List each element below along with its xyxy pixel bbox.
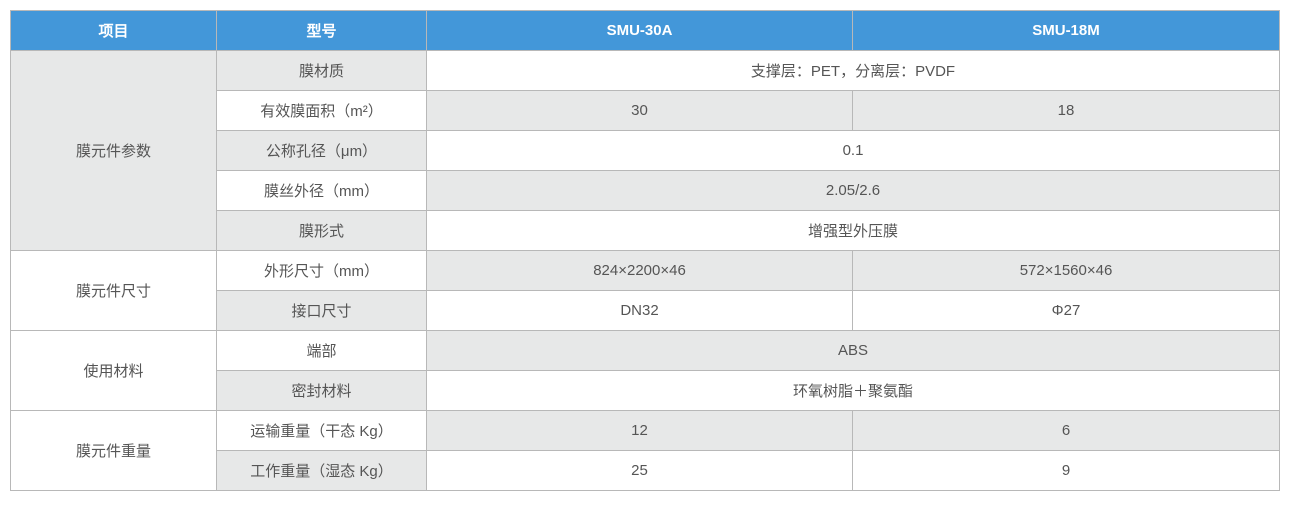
row-label: 运输重量（干态 Kg） [217, 411, 427, 451]
row-label: 公称孔径（μm） [217, 131, 427, 171]
row-value-1: 25 [427, 451, 853, 491]
row-value: ABS [427, 331, 1280, 371]
table-row: 膜元件参数膜材质支撑层：PET，分离层：PVDF [11, 51, 1280, 91]
row-value-1: 12 [427, 411, 853, 451]
row-value-1: 824×2200×46 [427, 251, 853, 291]
row-value-1: DN32 [427, 291, 853, 331]
row-label: 端部 [217, 331, 427, 371]
header-model: 型号 [217, 11, 427, 51]
group-label: 膜元件尺寸 [11, 251, 217, 331]
table-row: 膜元件尺寸外形尺寸（mm）824×2200×46572×1560×46 [11, 251, 1280, 291]
row-value-2: 9 [853, 451, 1280, 491]
row-value-1: 30 [427, 91, 853, 131]
row-value: 0.1 [427, 131, 1280, 171]
row-label: 膜形式 [217, 211, 427, 251]
row-value-2: 18 [853, 91, 1280, 131]
group-label: 膜元件参数 [11, 51, 217, 251]
row-label: 工作重量（湿态 Kg） [217, 451, 427, 491]
table-row: 使用材料端部ABS [11, 331, 1280, 371]
row-label: 膜丝外径（mm） [217, 171, 427, 211]
group-label: 使用材料 [11, 331, 217, 411]
header-row: 项目 型号 SMU-30A SMU-18M [11, 11, 1280, 51]
spec-table: 项目 型号 SMU-30A SMU-18M 膜元件参数膜材质支撑层：PET，分离… [10, 10, 1280, 491]
header-item: 项目 [11, 11, 217, 51]
row-value-2: Φ27 [853, 291, 1280, 331]
row-value: 支撑层：PET，分离层：PVDF [427, 51, 1280, 91]
header-p1: SMU-30A [427, 11, 853, 51]
row-value: 环氧树脂＋聚氨酯 [427, 371, 1280, 411]
row-value-2: 572×1560×46 [853, 251, 1280, 291]
group-label: 膜元件重量 [11, 411, 217, 491]
row-label: 外形尺寸（mm） [217, 251, 427, 291]
row-label: 膜材质 [217, 51, 427, 91]
header-p2: SMU-18M [853, 11, 1280, 51]
row-label: 有效膜面积（m²） [217, 91, 427, 131]
row-value: 增强型外压膜 [427, 211, 1280, 251]
row-label: 密封材料 [217, 371, 427, 411]
row-value: 2.05/2.6 [427, 171, 1280, 211]
row-value-2: 6 [853, 411, 1280, 451]
table-row: 膜元件重量运输重量（干态 Kg）126 [11, 411, 1280, 451]
row-label: 接口尺寸 [217, 291, 427, 331]
